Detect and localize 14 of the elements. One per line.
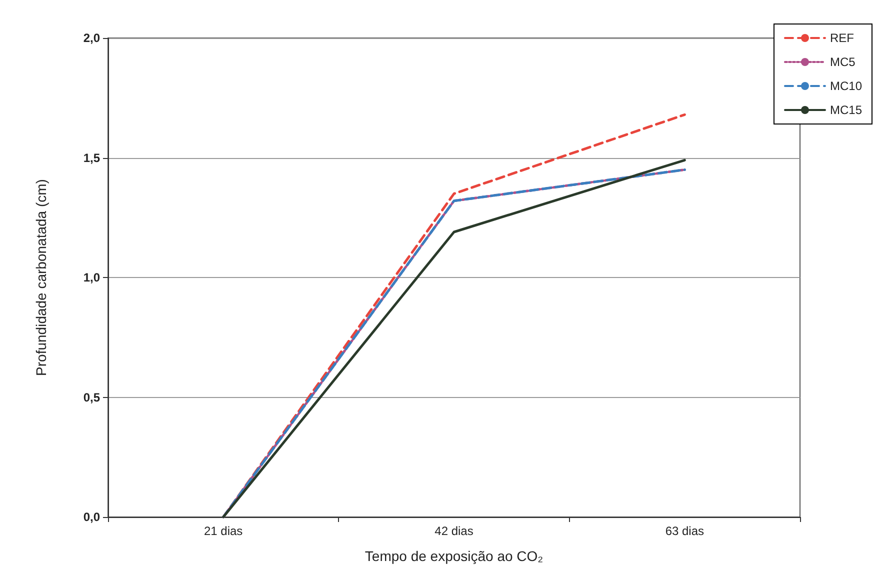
y-tick-label: 2,0 xyxy=(83,31,100,45)
y-tick-label: 1,0 xyxy=(83,270,100,284)
legend-label: MC10 xyxy=(830,79,862,93)
y-tick-label: 0,0 xyxy=(83,510,100,524)
y-tick-label: 0,5 xyxy=(83,390,100,404)
legend-label: MC15 xyxy=(830,103,862,117)
x-tick-label: 42 dias xyxy=(434,524,474,538)
x-axis-title: Tempo de exposição ao CO₂ xyxy=(364,548,544,564)
legend-label: REF xyxy=(830,31,854,45)
x-tick-label: 21 dias xyxy=(204,524,243,538)
legend-label: MC5 xyxy=(830,55,856,69)
x-tick-label: 63 dias xyxy=(665,524,704,538)
y-tick-label: 1,5 xyxy=(83,150,100,165)
y-axis-title: Profundidade carbonatada (cm) xyxy=(33,179,49,376)
